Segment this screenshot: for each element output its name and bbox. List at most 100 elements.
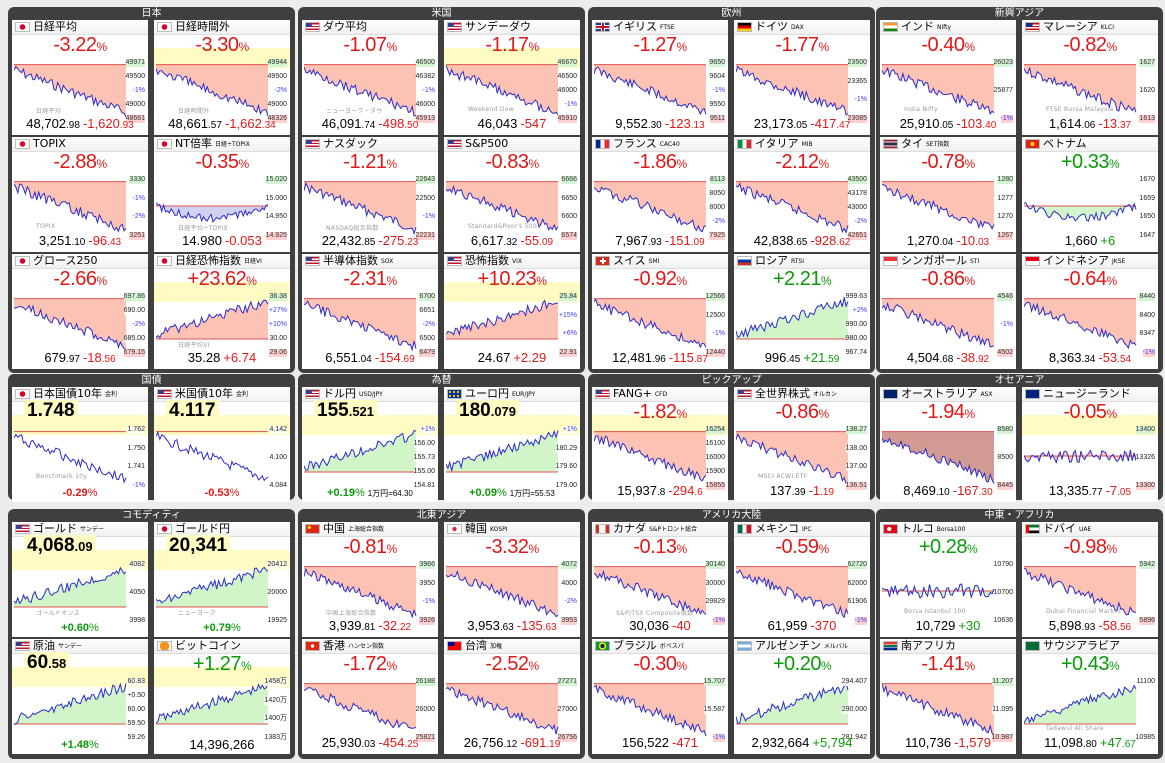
intraday-chart [882,181,995,230]
market-tile-サンデー[interactable]: ゴールド サンデー 4082 4050 3998 ゴールドオンス 4,068.09 +0.60… [12,522,148,637]
market-tile-サンデー[interactable]: 原油 サンデー 60.83 +0.50 60.00 59.50 59.26 60.58 +1.4… [12,639,148,754]
tile-header: S&P500 [444,137,580,152]
market-tile-サウジアラビア[interactable]: サウジアラビア 11100 10985 Tadawul All Share +0.43%… [1022,639,1158,754]
market-tile-南アフリカ[interactable]: 南アフリカ 11.207 11.095 10.987 -1.41% 110,736 -1,5… [880,639,1016,754]
axis-label: 49944 [267,59,287,67]
price-decimals: .96 [651,354,666,365]
chart-area [304,683,416,729]
market-tile-SOX[interactable]: 半導体指数 SOX 6700 6651 -2% 6500 6479 -2.31% 6,551.0… [302,254,438,369]
market-tile-CFD[interactable]: FANG+ CFD 16254 16100 16000 15900 15855 -1.82% 1… [592,387,728,502]
market-tile-MIB[interactable]: イタリア MIB 43500 43178 43000 -2% 42651 -2.12% 42,8… [734,137,870,252]
tile-name: 韓国 KOSPI [465,522,508,537]
axis-label: 46000 [557,87,577,95]
change-percent: -0.98% [1022,536,1158,560]
value-dec: .521 [348,404,375,419]
market-tile-オルカン[interactable]: 全世界株式 オルカン 138.27 138.00 137.00 136.51 MSCI AC… [734,387,870,502]
market-tile-CAC40[interactable]: フランス CAC40 8113 8050 8000 -2% 7925 -1.86% 7,967.… [592,137,728,252]
tile-header: 日経時間外 [154,20,290,35]
market-tile-ビットコイン[interactable]: ビットコイン 1458万 1420万 1400万 1383万 +1.27% 14,396,2… [154,639,290,754]
market-tile-ハンセン指数[interactable]: 香港 ハンセン指数 26188 26000 25821 -1.72% 25,930.03 -4… [302,639,438,754]
market-tile-Nifty[interactable]: インド Nifty 26023 25877 -1% India Nifty -0.40% 25… [880,20,1016,135]
market-tile-金利[interactable]: 米国債10年 金利 4.142 4.100 4.084 4.117 -0.53% [154,387,290,502]
tile-name-label: イギリス [613,20,657,33]
market-tile-USD/JPY[interactable]: ドル円 USD/JPY +1% 156.00 155.73 155.00 154.81 155… [302,387,438,502]
axis-label: 23365 [847,77,867,86]
market-tile-DAX[interactable]: ドイツ DAX 23500 23365 -1% 23085 -1.77% 23,173.05-… [734,20,870,135]
market-tile-S&Pトロント総合[interactable]: カナダ S&Pトロント総合 30140 30000 29829 -1% S&P/TSX Co… [592,522,728,637]
price-decimals: .77 [1088,487,1103,498]
tile-name-label: 原油 [33,639,55,652]
change-percent: -2.52% [444,653,580,677]
tile-sub-label: STI [970,258,980,265]
market-tile-IPC[interactable]: メキシコ IPC 62720 62000 61906 -1% -0.59% 61,959 -37… [734,522,870,637]
market-tile-日経VI[interactable]: 日経恐怖指数 日経VI 36.38 +27% +10% 30.00 29.06 日経平均VI +… [154,254,290,369]
market-tile-KLCI[interactable]: マレーシア KLCI 1627 1620 1613 FTSE Bursa Malaysia… [1022,20,1158,135]
price-change: -103.40 [956,116,996,131]
market-tile-ボベスパ[interactable]: ブラジル ボベスパ 15.707 15.587 -1% -0.30% 156,522 -471 [592,639,728,754]
tile-name-label: シンガポール [901,254,967,267]
price-line [156,566,269,604]
market-tile-メルバル[interactable]: アルゼンチン メルバル 294.407 290.000 281.942 +0.20% 2,9… [734,639,870,754]
tile-name: トルコ Borsa100 [901,522,965,537]
market-tile-上海総合指数[interactable]: 中国 上海総合指数 3966 3950 -1% 3926 中国上海総合指数 -0.81% 3,9… [302,522,438,637]
current-price: 1,614 [1048,116,1082,131]
market-tile-UAE[interactable]: ドバイ UAE 5942 5896 Dubai Financial Market -0.9… [1022,522,1158,637]
axis-label: 1659 [1139,194,1155,203]
intraday-chart [304,181,417,236]
axis-label: -1% [132,194,145,203]
price-change: -1,620.93 [83,116,134,131]
price-change: -135.63 [517,618,557,633]
price-row: 9,552.30 -123.13 [592,116,728,133]
intraday-chart [736,181,849,234]
axis-label: 1270 [997,213,1013,222]
market-tile-TOPIX[interactable]: TOPIX 3330 -1% -2% 3251 TOPIX -2.88% 3,251.10 -9… [12,137,148,252]
market-tile-加権[interactable]: 台湾 加権 27271 27000 26756 -2.52% 26,756.12 -691.1… [444,639,580,754]
market-tile-ASX[interactable]: オーストラリア ASX 8580 8500 8445 -1.94% 8,469.10 -167… [880,387,1016,502]
change-int: -135 [516,618,543,633]
tile-name: メキシコ IPC [755,522,812,537]
market-tile-グロース250[interactable]: グロース250 697.86 690.00 -2% 685.00 679.15 -2.66%… [12,254,148,369]
market-tile-ダウ平均[interactable]: ダウ平均 46500 46382 -1% 46000 45913 ニューヨーク・ダウ -1.0… [302,20,438,135]
price-line [1024,567,1137,616]
market-tile-ニュージーランド[interactable]: ニュージーランド 13400 13326 13300 -0.05% 13,335.77 -7… [1022,387,1158,502]
price-change: -0.053 [225,233,262,248]
market-tile-ナスダック[interactable]: ナスダック 22643 22500 -1% 22231 NASDAQ総合指数 -1.21% 2… [302,137,438,252]
tile-name-label: 日経時間外 [175,20,230,33]
market-tile-日経平均[interactable]: 日経平均 49971 49500 -1% 49000 48661 日経平均 -3.22% 48,… [12,20,148,135]
market-tile-ゴールド円[interactable]: ゴールド円 20412 20000 19925 ニューヨーク 20,341 +0.79% [154,522,290,637]
change-int: -1,662 [224,116,262,131]
change-percent-value: -3.22 [53,34,97,56]
group-title: 為替 [431,375,452,386]
market-tile-SMI[interactable]: スイス SMI 12566 12500 -1% 12440 -0.92% 12,481.96-… [592,254,728,369]
market-tile-ベトナム[interactable]: ベトナム 1670 1659 1650 1647 +0.33% 1,660 +6 [1022,137,1158,252]
market-tile-サンデーダウ[interactable]: サンデーダウ 46670 46500 46000 -1% 45910 Weekend Dow… [444,20,580,135]
market-tile-EUR/JPY[interactable]: ユーロ円 EUR/JPY +1% 180.29 179.60 179.00 180.079 +… [444,387,580,502]
price-line [594,684,707,737]
market-tile-VIX[interactable]: 恐怖指数 VIX 25.84 +15% +6% 22.91 +10.23% 24.67 +2.2… [444,254,580,369]
market-tile-SET指数[interactable]: タイ SET指数 1280 1277 1270 1267 -0.78% 1,270.04 -10… [880,137,1016,252]
price-line [882,583,995,600]
axis-label: -2% [854,218,867,226]
percent-sign: % [89,739,99,751]
change-percent: -1.94% [880,401,1016,425]
axis-label: 179.00 [555,482,577,490]
market-tile-S&P500[interactable]: S&P500 6666 6650 6600 6574 Standard&Poor's 50… [444,137,580,252]
market-tile-KOSPI[interactable]: 韓国 KOSPI 4072 4000 -2% 3953 -3.32% 3,953.63 -135… [444,522,580,637]
market-tile-Borsa100[interactable]: トルコ Borsa100 10790 10700 10636 Borsa Istanbul… [880,522,1016,637]
axis-label: +2% [852,307,867,315]
price-row: 137.39 -1.19 [734,483,870,500]
market-tile-RTSI[interactable]: ロシア RTSI 999.63 +2% 990.00 980.00 967.74 +2.21%… [734,254,870,369]
market-tile-日経÷TOPIX[interactable]: NT倍率 日経÷TOPIX 15.020 15.000 14.950 14.925 日経平均… [154,137,290,252]
price-row: 8,469.10 -167.30 [880,483,1016,500]
change-percent: -0.64% [1022,268,1158,292]
market-tile-FTSE[interactable]: イギリス FTSE 9650 9604 -1% 9550 9511 -1.27% 9,552.3… [592,20,728,135]
price-change: -498.50 [378,116,418,131]
market-tile-金利[interactable]: 日本国債10年 金利 1.762 1.750 1.741 -1% Benchmark 10y… [12,387,148,502]
market-tile-STI[interactable]: シンガポール STI 4546 -1% 4502 -0.86% 4,504.68 -38.92 [880,254,1016,369]
tile-sub-label: USD/JPY [359,391,383,398]
axis-label: 685.00 [123,335,145,343]
axis-label: +1% [562,426,577,434]
market-tile-JKSE[interactable]: インドネシア JKSE 8440 8400 8347 -1% -0.64% 8,363.34-… [1022,254,1158,369]
market-tile-日経時間外[interactable]: 日経時間外 49944 49500 -2% 49000 48326 日経時間外 -3.30% 4… [154,20,290,135]
percent-sign: % [528,157,539,171]
